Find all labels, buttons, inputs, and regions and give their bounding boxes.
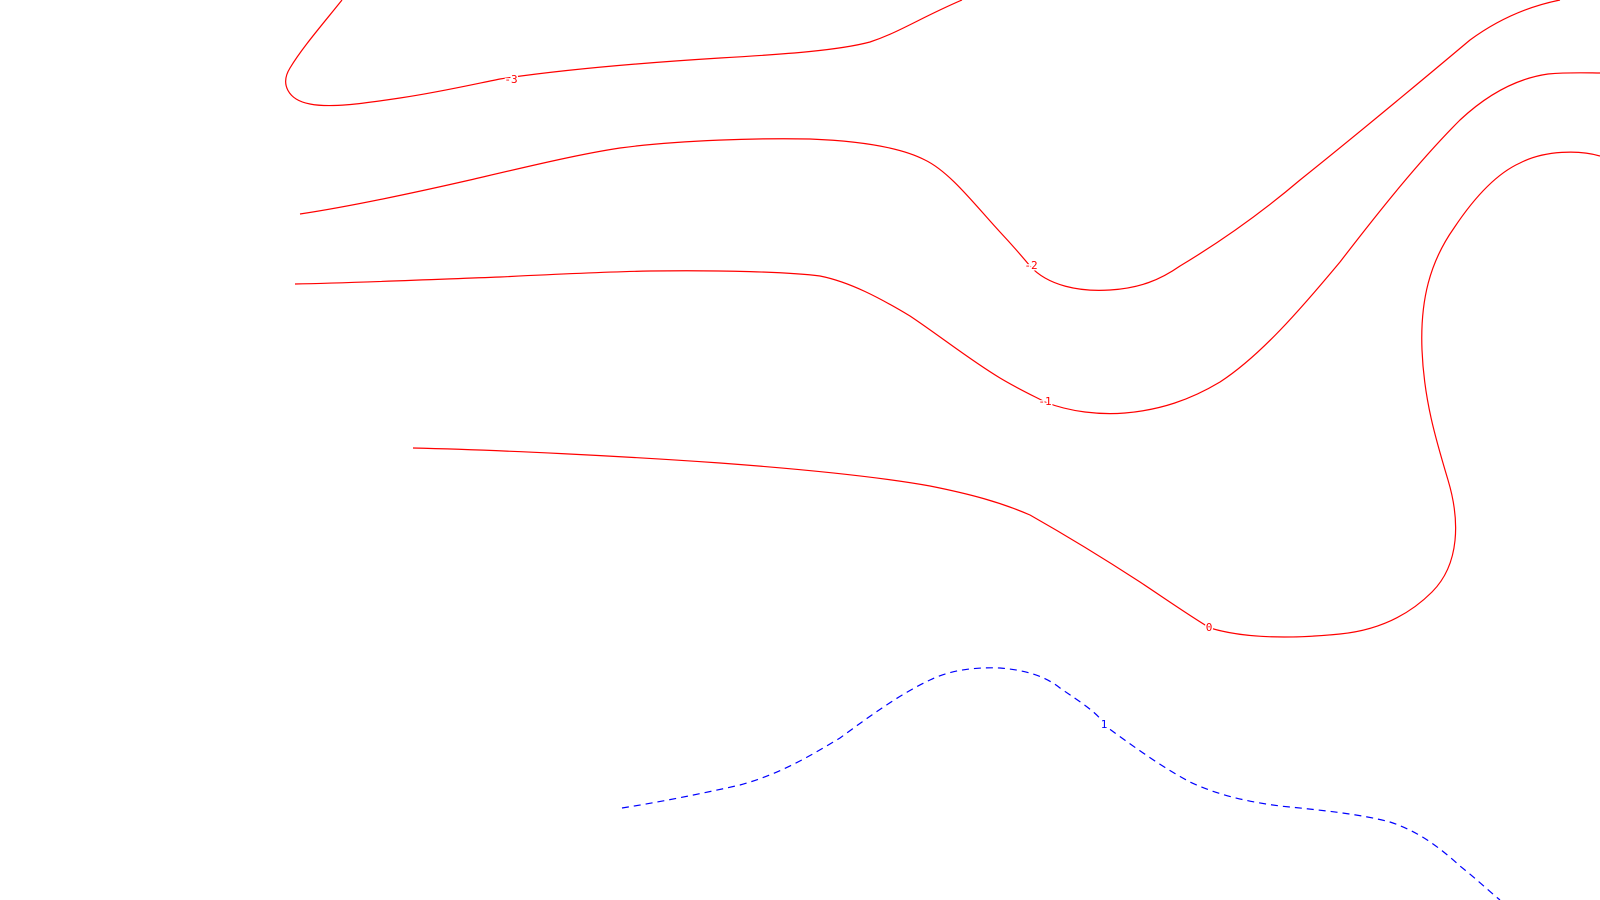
contour-line-level-1 <box>621 667 1501 900</box>
contour-line-level-neg1 <box>294 72 1600 415</box>
contour-line-level-neg2 <box>299 0 1561 291</box>
contour-label-level-neg1: -1 <box>1038 395 1051 408</box>
contour-label-level-neg2: -2 <box>1024 259 1037 272</box>
contour-label-level-neg3: -3 <box>504 73 517 86</box>
contour-line-level-neg3 <box>285 0 963 107</box>
contour-label-level-1: 1 <box>1101 718 1108 731</box>
contour-label-level-0: 0 <box>1206 621 1213 634</box>
contour-line-level-0 <box>412 151 1600 638</box>
